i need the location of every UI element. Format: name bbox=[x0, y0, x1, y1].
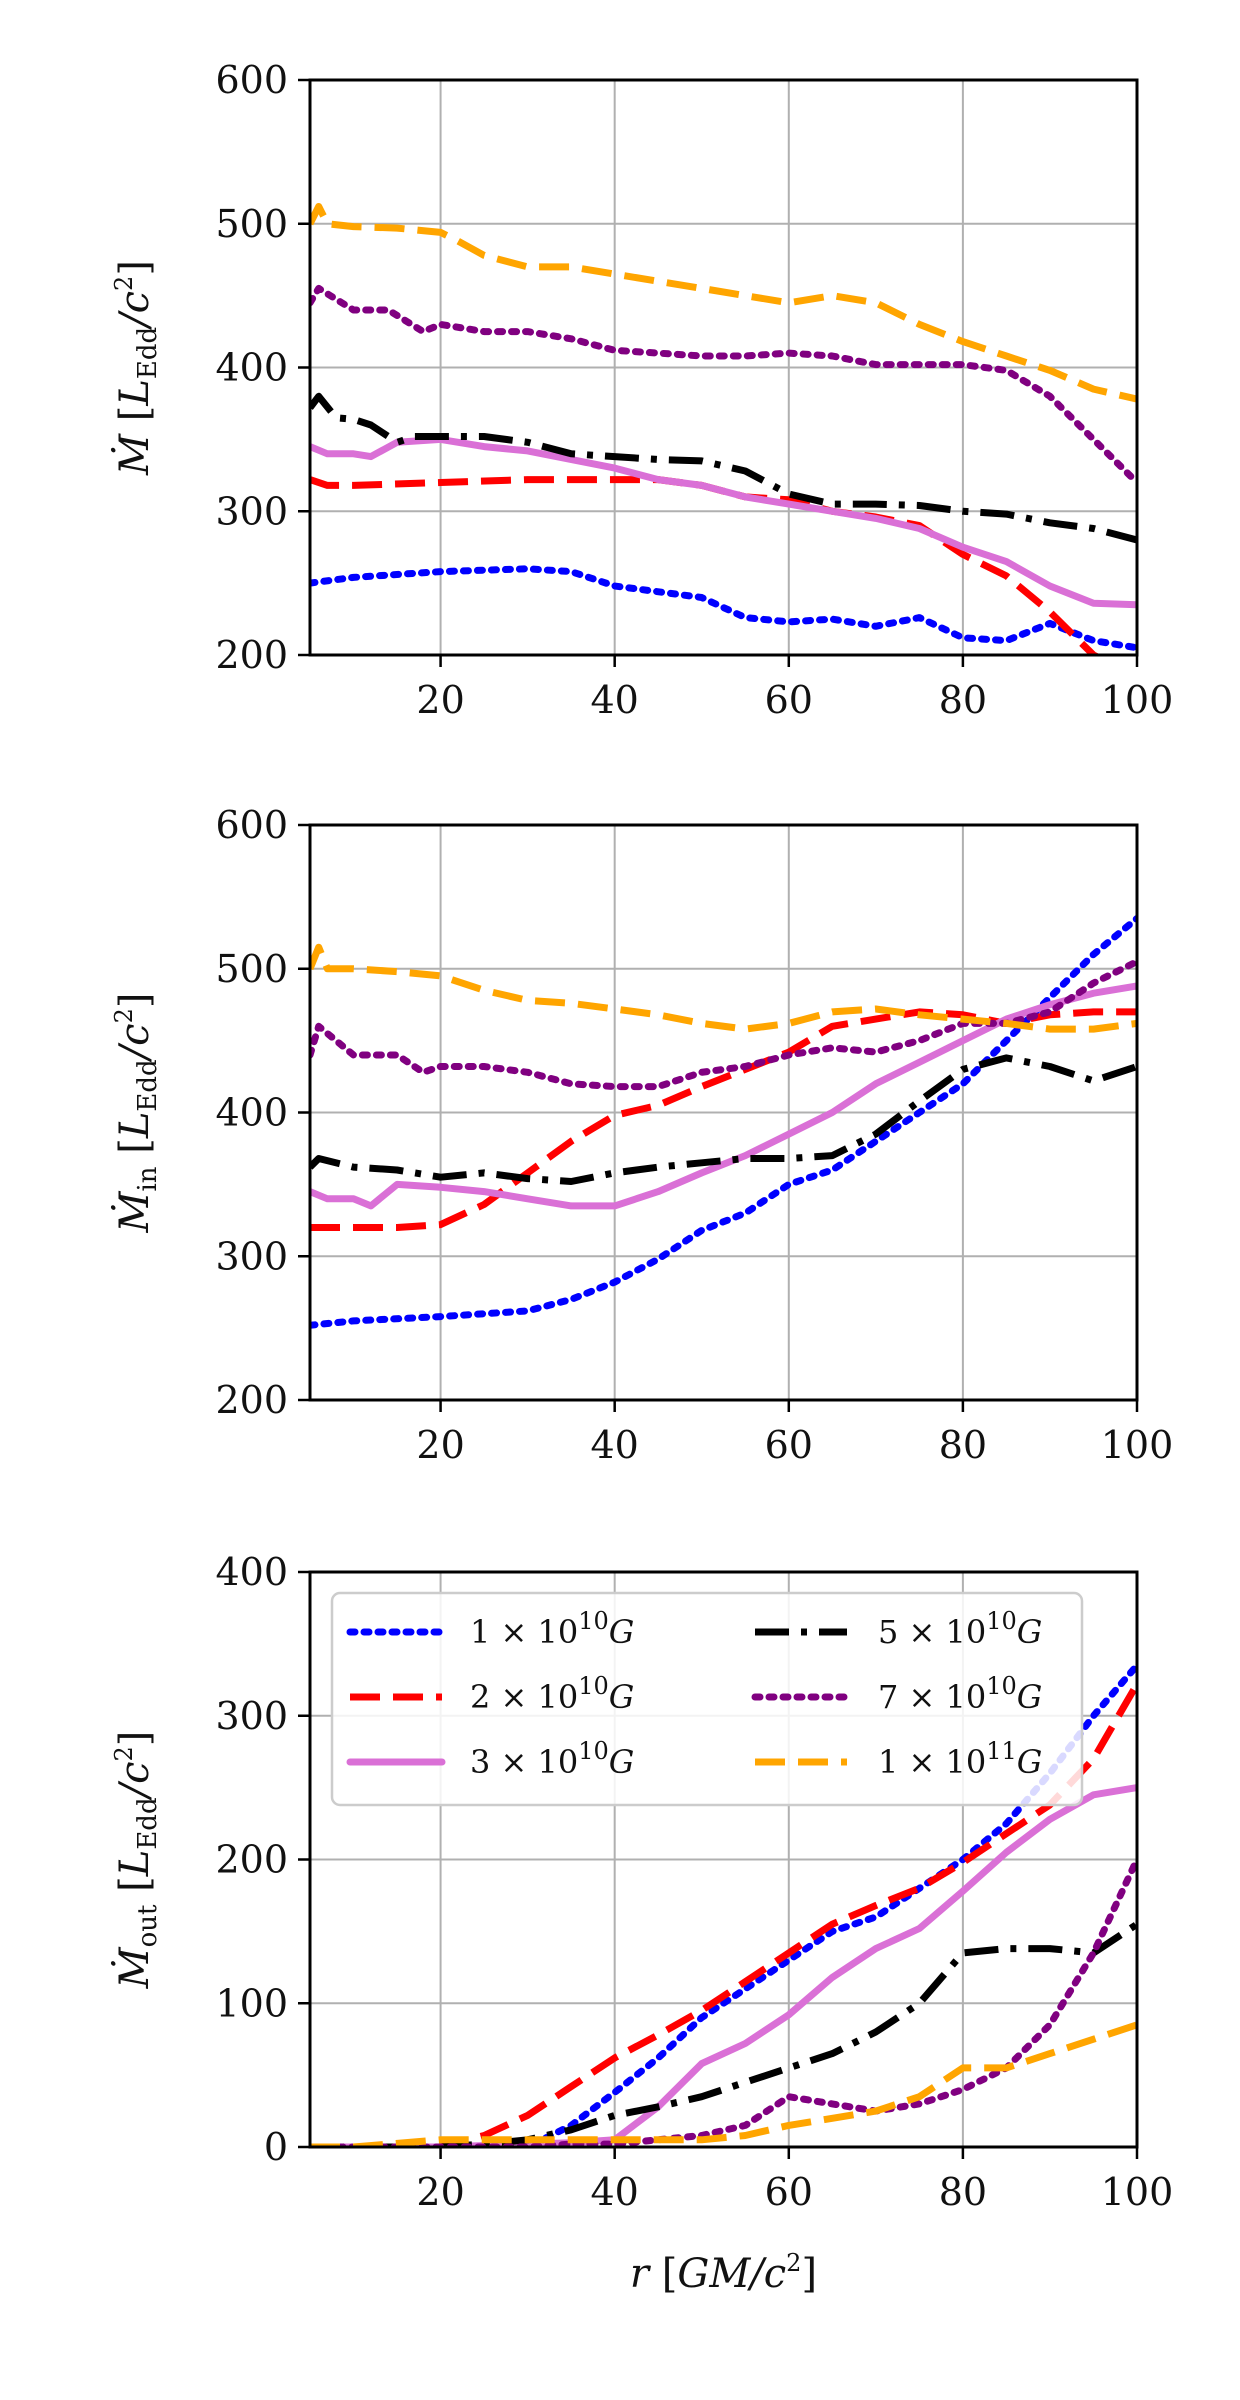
x-tick-label: 60 bbox=[765, 678, 813, 722]
y-tick-label: 400 bbox=[215, 1550, 288, 1594]
series-7e10-line bbox=[310, 958, 1137, 1091]
x-axis-label: r [GM/c2] bbox=[630, 2249, 817, 2297]
y-tick-label: 600 bbox=[215, 803, 288, 847]
y-tick-label: 0 bbox=[264, 2125, 288, 2169]
series-7e10-line bbox=[310, 1856, 1137, 2147]
panel-mdot-total: 20 40 60 80 100 200 300 400 500 600 Ṁ [LEdd/c2] bbox=[110, 58, 1173, 722]
x-tick-label: 40 bbox=[591, 2170, 639, 2214]
x-tick-label: 80 bbox=[939, 1423, 987, 1467]
series-2e10-line bbox=[310, 476, 1102, 655]
series-5e10-line bbox=[310, 1054, 1137, 1185]
x-tick-label: 80 bbox=[939, 2170, 987, 2214]
series-1e11-line bbox=[310, 943, 1137, 1033]
y-tick-label: 400 bbox=[215, 346, 288, 390]
y-tick-label: 400 bbox=[215, 1091, 288, 1135]
series-1e11-legend-label: 1 × 1011G bbox=[878, 1737, 1042, 1781]
y-tick-label: 600 bbox=[215, 58, 288, 102]
x-tick-label: 40 bbox=[591, 678, 639, 722]
series-5e10-legend-label: 5 × 1010G bbox=[878, 1607, 1042, 1651]
y-tick-label: 200 bbox=[215, 1378, 288, 1422]
legend: 1 × 1010G 2 × 1010G 3 × 1010G 5 × 1010G 7 × … bbox=[330, 1591, 1084, 1807]
x-tick-label: 20 bbox=[416, 1423, 464, 1467]
x-tick-label: 60 bbox=[765, 2170, 813, 2214]
series-2e10-line bbox=[310, 1008, 1137, 1231]
x-tick-label: 80 bbox=[939, 678, 987, 722]
x-tick-label: 100 bbox=[1101, 1423, 1174, 1467]
series-2e10-legend-label: 2 × 1010G bbox=[470, 1672, 634, 1716]
y-axis-label: Ṁout [LEdd/c2] bbox=[110, 1731, 163, 1990]
series-5e10-line bbox=[310, 392, 1137, 544]
series-1e11-line bbox=[310, 203, 1137, 403]
panel-mdot-in: 20 40 60 80 100 200 300 400 500 600 Ṁin [LEdd/c2] bbox=[110, 803, 1173, 1467]
series-3e10-line bbox=[310, 435, 1137, 609]
series-5e10-line bbox=[310, 1921, 1137, 2147]
x-tick-label: 40 bbox=[591, 1423, 639, 1467]
y-tick-label: 300 bbox=[215, 489, 288, 533]
series-3e10-line bbox=[310, 982, 1137, 1210]
y-tick-label: 200 bbox=[215, 633, 288, 677]
y-tick-label: 200 bbox=[215, 1838, 288, 1882]
series-7e10-legend-label: 7 × 1010G bbox=[878, 1672, 1042, 1716]
y-axis-label: Ṁ [LEdd/c2] bbox=[110, 260, 163, 476]
legend-box bbox=[330, 1591, 1084, 1807]
series-2e10-line bbox=[310, 1682, 1137, 2147]
series-1e10-line bbox=[310, 565, 1137, 652]
y-tick-label: 300 bbox=[215, 1234, 288, 1278]
panel-mdot-out: 20 40 60 80 100 0 100 200 300 400 Ṁout [LEdd/c2] r … bbox=[110, 1550, 1173, 2297]
y-tick-label: 500 bbox=[215, 947, 288, 991]
y-axis-label: Ṁin [LEdd/c2] bbox=[110, 993, 163, 1234]
y-tick-label: 500 bbox=[215, 202, 288, 246]
x-tick-label: 100 bbox=[1101, 2170, 1174, 2214]
y-tick-label: 300 bbox=[215, 1694, 288, 1738]
series-7e10-line bbox=[310, 284, 1137, 486]
x-tick-label: 60 bbox=[765, 1423, 813, 1467]
x-tick-label: 20 bbox=[416, 678, 464, 722]
series-1e10-legend-label: 1 × 1010G bbox=[470, 1607, 634, 1651]
series-3e10-line bbox=[310, 1784, 1137, 2147]
x-tick-label: 20 bbox=[416, 2170, 464, 2214]
x-tick-label: 100 bbox=[1101, 678, 1174, 722]
series-1e10-line bbox=[310, 1661, 1137, 2147]
series-3e10-legend-label: 3 × 1010G bbox=[470, 1737, 634, 1781]
series-1e11-line bbox=[310, 2021, 1137, 2147]
series-1e10-line bbox=[310, 914, 1137, 1329]
y-tick-label: 100 bbox=[215, 1981, 288, 2025]
